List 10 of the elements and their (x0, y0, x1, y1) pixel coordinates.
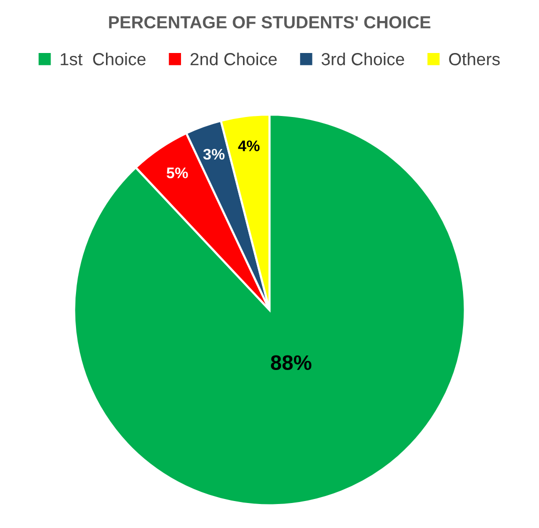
data-label: 4% (238, 140, 260, 152)
legend-label: 3rd Choice (322, 52, 404, 66)
data-label: 88% (270, 355, 312, 370)
chart-title: PERCENTAGE OF STUDENTS' CHOICE (109, 16, 430, 28)
data-label: 5% (166, 168, 188, 178)
legend-label: 1st Choice (60, 52, 146, 66)
pie-slice (73, 114, 466, 506)
data-label: 3% (203, 148, 225, 160)
legend-label: Others (449, 52, 500, 66)
legend-label: 2nd Choice (190, 52, 277, 66)
